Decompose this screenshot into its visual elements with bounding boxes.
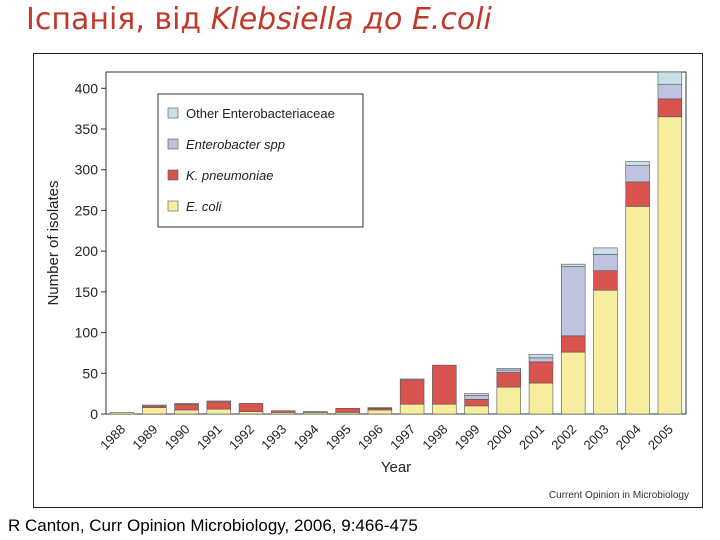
bar-k-pneumoniae-1995: [335, 407, 360, 413]
bar-k-pneumoniae-2005: [657, 98, 683, 118]
x-tick-label: 1996: [355, 422, 386, 453]
bar-enterobacter-spp-1999: [464, 394, 489, 400]
bar-other-enterobacteriaceae-2002: [560, 263, 586, 267]
bar-e-coli-2001: [528, 382, 554, 415]
citation: R Canton, Curr Opinion Microbiology, 200…: [8, 516, 418, 535]
bar-k-pneumoniae-2001: [528, 361, 554, 384]
bar-k-pneumoniae-1993: [271, 410, 296, 413]
bar-other-enterobacteriaceae-1996: [367, 407, 393, 409]
slide-title-plain: Іспанія, від: [26, 2, 211, 37]
bar-e-coli-2002: [560, 351, 586, 415]
bar-other-enterobacteriaceae-2000: [496, 368, 522, 371]
x-tick-label: 2004: [613, 422, 644, 453]
bar-k-pneumoniae-1991: [206, 401, 232, 410]
x-tick-label: 2002: [548, 422, 579, 453]
x-tick-label: 2003: [581, 422, 612, 453]
y-tick-label: 100: [75, 325, 99, 341]
bar-e-coli-1997: [399, 403, 425, 415]
legend-swatch-k-pneumoniae: [167, 169, 179, 181]
bar-k-pneumoniae-1992: [238, 403, 264, 412]
legend-label-enterobacter-spp: Enterobacter spp: [186, 137, 285, 152]
x-tick-label: 1990: [162, 422, 193, 453]
x-tick-label: 1994: [291, 422, 322, 453]
legend-label-other-enterobacteriaceae: Other Enterobacteriaceae: [186, 106, 335, 121]
legend-swatch-enterobacter-spp: [167, 138, 179, 150]
bar-e-coli-1991: [206, 408, 232, 415]
x-tick-label: 1989: [129, 422, 160, 453]
bar-k-pneumoniae-2000: [496, 372, 522, 388]
bar-e-coli-2004: [625, 206, 650, 415]
y-tick-label: 0: [90, 406, 98, 422]
bar-e-coli-1990: [174, 409, 199, 415]
x-tick-label: 2000: [484, 422, 515, 453]
bar-enterobacter-spp-2003: [593, 254, 618, 271]
bar-other-enterobacteriaceae-2005: [657, 71, 683, 85]
x-tick-label: 2001: [516, 422, 547, 453]
x-tick-label: 1988: [97, 422, 128, 453]
bar-enterobacter-spp-2001: [528, 357, 554, 363]
bar-e-coli-1996: [367, 409, 393, 415]
plot-area-border: [105, 71, 687, 415]
figure-frame: Current Opinion in Microbiology 0 50 100 15…: [33, 53, 703, 508]
figure-source-label: Current Opinion in Microbiology: [549, 490, 689, 501]
bar-k-pneumoniae-1994: [303, 411, 328, 413]
y-tick-label: 50: [82, 365, 98, 381]
bar-e-coli-1992: [238, 411, 264, 415]
bar-k-pneumoniae-2003: [593, 270, 618, 291]
y-tick-label: 150: [75, 284, 99, 300]
slide-title: Іспанія, від Klebsiella до E.coli: [26, 2, 492, 37]
x-tick-label: 1998: [419, 422, 450, 453]
y-tick-label: 250: [75, 202, 99, 218]
slide-title-italic: Klebsiella до E.coli: [210, 2, 492, 37]
legend-label-k-pneumoniae: K. pneumoniae: [186, 168, 273, 183]
bar-k-pneumoniae-1997: [399, 379, 425, 405]
x-tick-label: 1992: [226, 422, 257, 453]
legend-box: [157, 93, 364, 228]
bar-k-pneumoniae-1998: [432, 364, 457, 405]
bar-other-enterobacteriaceae-1999: [464, 393, 489, 396]
bar-other-enterobacteriaceae-1997: [399, 378, 425, 381]
bar-e-coli-2005: [657, 116, 683, 415]
y-tick-label: 300: [75, 162, 99, 178]
bar-e-coli-2003: [593, 289, 618, 415]
bar-e-coli-1989: [142, 407, 167, 415]
bar-enterobacter-spp-2005: [657, 83, 683, 100]
bar-enterobacter-spp-2004: [625, 165, 650, 183]
legend-swatch-e-coli: [167, 200, 179, 212]
legend-label-e-coli: E. coli: [186, 199, 223, 214]
bar-e-coli-1988: [109, 412, 135, 415]
bar-other-enterobacteriaceae-2004: [625, 161, 650, 166]
bar-other-enterobacteriaceae-1991: [206, 400, 232, 403]
bar-k-pneumoniae-2004: [625, 181, 650, 207]
x-tick-label: 1999: [452, 422, 483, 453]
y-tick-label: 400: [75, 80, 99, 96]
x-tick-label: 1993: [258, 422, 289, 453]
bar-other-enterobacteriaceae-1990: [174, 403, 199, 405]
x-tick-label: 2005: [645, 422, 676, 453]
legend-swatch-other-enterobacteriaceae: [167, 107, 179, 119]
x-tick-label: 1997: [387, 422, 418, 453]
bar-k-pneumoniae-1999: [464, 399, 489, 407]
bar-k-pneumoniae-1990: [174, 403, 199, 411]
x-tick-label: 1991: [194, 422, 225, 453]
bar-enterobacter-spp-2002: [560, 266, 586, 337]
y-axis-label: Number of isolates: [45, 180, 62, 305]
bar-e-coli-2000: [496, 386, 522, 415]
bar-e-coli-1999: [464, 405, 489, 415]
stacked-bar-chart: Current Opinion in Microbiology 0 50 100 15…: [45, 71, 689, 501]
bar-other-enterobacteriaceae-2003: [593, 247, 618, 255]
bar-k-pneumoniae-2002: [560, 335, 586, 353]
bar-other-enterobacteriaceae-1989: [142, 404, 167, 407]
bar-enterobacter-spp-2000: [496, 369, 522, 373]
y-tick-label: 200: [75, 243, 99, 259]
y-tick-label: 350: [75, 121, 99, 137]
x-tick-label: 1995: [323, 422, 354, 453]
bar-e-coli-1998: [432, 403, 457, 415]
bar-other-enterobacteriaceae-2001: [528, 354, 554, 359]
x-axis-label: Year: [381, 459, 411, 476]
